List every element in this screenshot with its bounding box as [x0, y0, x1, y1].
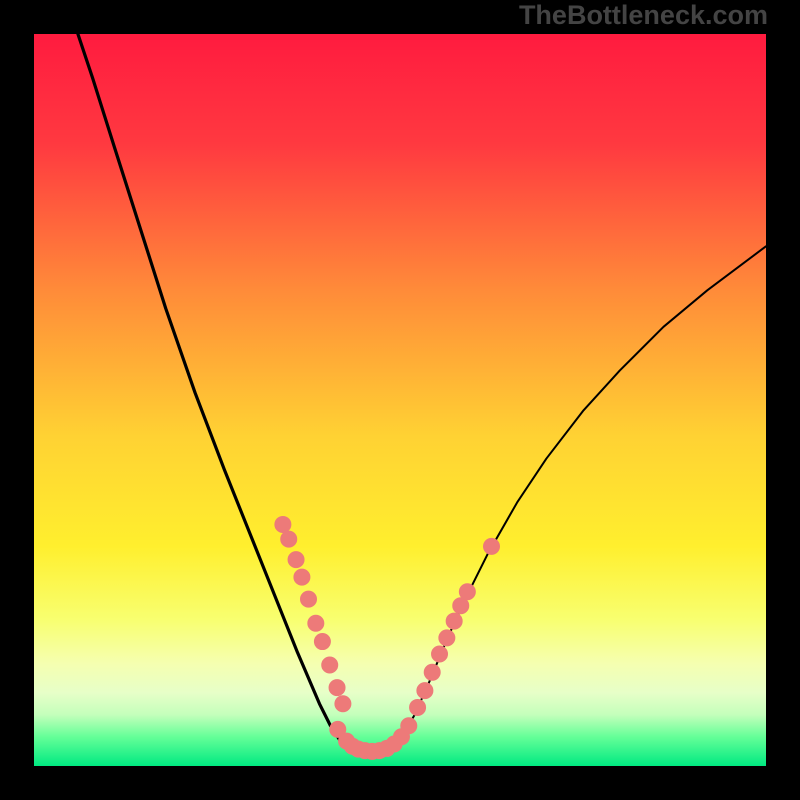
data-marker — [484, 538, 500, 554]
data-marker — [401, 718, 417, 734]
chart-svg — [0, 0, 800, 800]
chart-background — [34, 34, 766, 766]
data-marker — [294, 569, 310, 585]
data-marker — [329, 680, 345, 696]
data-marker — [322, 657, 338, 673]
data-marker — [275, 516, 291, 532]
data-marker — [288, 552, 304, 568]
data-marker — [446, 613, 462, 629]
data-marker — [410, 699, 426, 715]
data-marker — [432, 646, 448, 662]
data-marker — [308, 615, 324, 631]
data-marker — [459, 584, 475, 600]
data-marker — [301, 591, 317, 607]
data-marker — [281, 531, 297, 547]
data-marker — [314, 634, 330, 650]
data-marker — [335, 696, 351, 712]
chart-frame: TheBottleneck.com — [0, 0, 800, 800]
data-marker — [417, 683, 433, 699]
data-marker — [439, 630, 455, 646]
data-marker — [424, 664, 440, 680]
watermark-text: TheBottleneck.com — [519, 0, 768, 31]
